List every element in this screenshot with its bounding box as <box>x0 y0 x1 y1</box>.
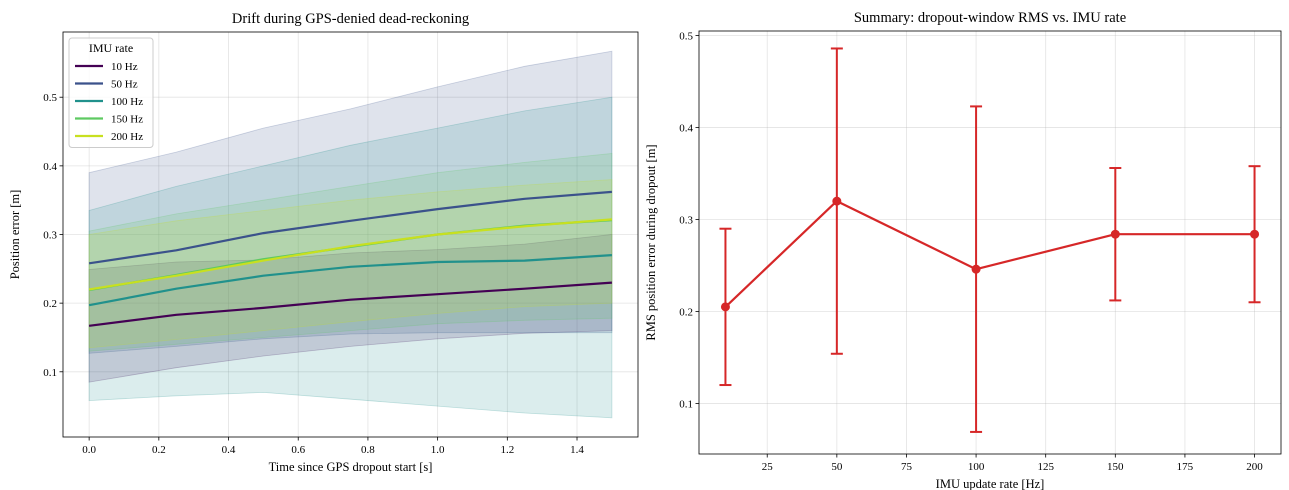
drift-chart-y-axis-label: Position error [m] <box>8 190 22 280</box>
legend-title: IMU rate <box>89 41 133 55</box>
drift-chart: 0.0 0.2 0.4 0.6 0.8 1.0 1.2 1.40.10.20.30.40.5 … <box>8 11 639 474</box>
data-point <box>971 264 981 274</box>
summary-chart-frame <box>698 30 1282 455</box>
x-tick-label: 125 <box>1037 461 1054 473</box>
legend-label: 10 Hz <box>111 61 138 73</box>
y-tick-label: 0.2 <box>679 306 693 318</box>
drift-chart-legend: IMU rate 10 Hz 50 Hz 100 Hz 150 Hz 200 Hz <box>68 37 154 148</box>
x-tick-label: 200 <box>1246 461 1263 473</box>
y-tick-label: 0.3 <box>43 230 57 242</box>
x-tick-label: 0.4 <box>222 444 236 456</box>
y-tick-label: 0.5 <box>43 92 57 104</box>
uncertainty-band <box>88 234 613 383</box>
legend-label: 100 Hz <box>111 96 143 108</box>
x-tick-label: 1.0 <box>431 444 445 456</box>
x-tick-label: 25 <box>762 461 774 473</box>
legend-label: 150 Hz <box>111 114 143 126</box>
y-tick-label: 0.2 <box>43 298 57 310</box>
x-tick-label: 0.8 <box>361 444 375 456</box>
data-point <box>1110 229 1120 239</box>
data-point <box>720 302 730 312</box>
y-tick-label: 0.4 <box>679 123 693 135</box>
data-point <box>1250 229 1260 239</box>
x-tick-label: 150 <box>1107 461 1124 473</box>
summary-chart: 25 50 75 100 125 150 175 200 0.1 0.2 0.3 0.4 0.5 Sum… <box>644 10 1282 490</box>
summary-chart-ticks: 25 50 75 100 125 150 175 200 0.1 0.2 0.3 0.4 0.5 <box>679 31 1263 473</box>
series-line <box>88 190 612 265</box>
y-tick-label: 0.3 <box>679 215 693 227</box>
drift-chart-bands <box>88 50 613 419</box>
drift-chart-ticks: 0.0 0.2 0.4 0.6 0.8 1.0 1.2 1.4 0.1 0.2 0.3 0.4 0.5 <box>43 92 584 456</box>
y-tick-label: 0.1 <box>679 398 693 410</box>
series-line <box>88 218 612 291</box>
summary-chart-marks <box>719 47 1261 433</box>
x-tick-label: 0.2 <box>152 444 166 456</box>
drift-chart-title: Drift during GPS-denied dead-reckoning <box>232 11 469 27</box>
x-tick-label: 75 <box>901 461 913 473</box>
series-line <box>88 254 612 307</box>
y-tick-label: 0.4 <box>43 161 57 173</box>
x-tick-label: 50 <box>831 461 843 473</box>
y-tick-label: 0.1 <box>43 367 57 379</box>
x-tick-label: 175 <box>1177 461 1194 473</box>
x-tick-label: 0.6 <box>291 444 305 456</box>
x-tick-label: 1.2 <box>500 444 514 456</box>
drift-chart-grid <box>63 32 638 437</box>
drift-chart-x-axis-label: Time since GPS dropout start [s] <box>269 460 433 474</box>
drift-chart-lines <box>88 190 612 327</box>
uncertainty-band <box>88 50 613 354</box>
summary-chart-y-axis-label: RMS position error during dropout [m] <box>644 144 658 340</box>
summary-chart-title: Summary: dropout-window RMS vs. IMU rate <box>854 10 1126 26</box>
legend-label: 50 Hz <box>111 79 138 91</box>
x-tick-label: 0.0 <box>82 444 96 456</box>
x-tick-label: 1.4 <box>570 444 584 456</box>
legend-label: 200 Hz <box>111 131 143 143</box>
uncertainty-band <box>88 179 613 349</box>
series-line <box>88 281 612 327</box>
y-tick-label: 0.5 <box>679 31 693 43</box>
x-tick-label: 100 <box>968 461 985 473</box>
summary-chart-x-axis-label: IMU update rate [Hz] <box>936 477 1045 490</box>
data-point <box>832 196 842 206</box>
uncertainty-band <box>88 96 613 419</box>
